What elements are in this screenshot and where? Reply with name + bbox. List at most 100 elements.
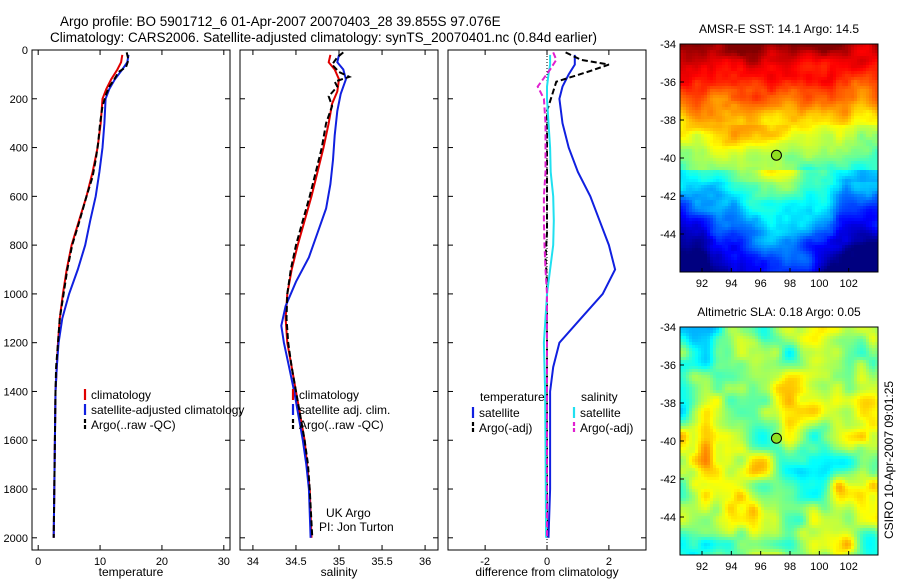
- sst-heatmap-cell: [725, 164, 729, 168]
- sst-heatmap-cell: [758, 101, 762, 105]
- sst-heatmap-cell: [737, 173, 741, 177]
- sst-heatmap-cell: [716, 176, 720, 180]
- sst-heatmap-cell: [836, 254, 840, 258]
- sst-heatmap-cell: [857, 71, 861, 75]
- sst-heatmap-cell: [779, 104, 783, 108]
- sst-heatmap-cell: [764, 104, 768, 108]
- sst-heatmap-cell: [779, 59, 783, 63]
- sst-heatmap-cell: [863, 173, 867, 177]
- sst-heatmap-cell: [851, 98, 855, 102]
- sst-heatmap-cell: [812, 257, 816, 261]
- sst-heatmap-cell: [761, 176, 765, 180]
- sst-heatmap-cell: [749, 140, 753, 144]
- sst-heatmap-cell: [698, 227, 702, 231]
- sst-heatmap-cell: [779, 245, 783, 249]
- sst-heatmap-cell: [821, 188, 825, 192]
- sst-heatmap-cell: [704, 197, 708, 201]
- sst-heatmap-cell: [749, 101, 753, 105]
- sst-heatmap-cell: [737, 71, 741, 75]
- sst-heatmap-cell: [707, 47, 711, 51]
- sst-heatmap-cell: [731, 62, 735, 66]
- sst-heatmap-cell: [827, 134, 831, 138]
- sst-heatmap-cell: [731, 152, 735, 156]
- sst-heatmap-cell: [839, 77, 843, 81]
- sst-heatmap-cell: [836, 236, 840, 240]
- sst-heatmap-cell: [860, 188, 864, 192]
- sst-heatmap-cell: [767, 140, 771, 144]
- sst-heatmap-cell: [689, 173, 693, 177]
- sst-heatmap-cell: [758, 251, 762, 255]
- sst-heatmap-cell: [779, 206, 783, 210]
- sst-heatmap-cell: [695, 44, 699, 48]
- sst-heatmap-cell: [686, 101, 690, 105]
- sst-heatmap-cell: [704, 209, 708, 213]
- sst-heatmap-cell: [839, 83, 843, 87]
- sst-heatmap-cell: [836, 251, 840, 255]
- sst-heatmap-cell: [770, 164, 774, 168]
- sst-heatmap-cell: [695, 182, 699, 186]
- sst-heatmap-cell: [803, 236, 807, 240]
- sst-heatmap-cell: [686, 215, 690, 219]
- sst-heatmap-cell: [806, 98, 810, 102]
- sst-heatmap-cell: [842, 68, 846, 72]
- sst-heatmap-cell: [719, 179, 723, 183]
- sst-heatmap-cell: [779, 197, 783, 201]
- sst-heatmap-cell: [770, 56, 774, 60]
- sst-heatmap-cell: [749, 194, 753, 198]
- sst-heatmap-cell: [827, 179, 831, 183]
- sst-heatmap-cell: [698, 47, 702, 51]
- sst-heatmap-cell: [839, 95, 843, 99]
- sst-heatmap-cell: [713, 206, 717, 210]
- sst-heatmap-cell: [743, 140, 747, 144]
- sst-heatmap-cell: [797, 212, 801, 216]
- sst-heatmap-cell: [761, 107, 765, 111]
- sst-heatmap-cell: [728, 107, 732, 111]
- sst-heatmap-cell: [839, 122, 843, 126]
- sst-heatmap-cell: [824, 140, 828, 144]
- sst-heatmap-cell: [773, 71, 777, 75]
- sst-heatmap-cell: [749, 221, 753, 225]
- sst-heatmap-cell: [746, 254, 750, 258]
- sst-heatmap-cell: [824, 218, 828, 222]
- sst-heatmap-cell: [689, 122, 693, 126]
- sst-heatmap-cell: [716, 65, 720, 69]
- sst-heatmap-cell: [704, 83, 708, 87]
- sst-heatmap-cell: [707, 260, 711, 264]
- sst-heatmap-cell: [731, 218, 735, 222]
- sst-heatmap-cell: [782, 188, 786, 192]
- sst-heatmap-cell: [830, 248, 834, 252]
- sst-heatmap-cell: [860, 254, 864, 258]
- sst-heatmap-cell: [716, 83, 720, 87]
- sst-heatmap-cell: [722, 89, 726, 93]
- sst-heatmap-cell: [770, 245, 774, 249]
- sst-heatmap-cell: [680, 170, 684, 174]
- sst-heatmap-cell: [791, 236, 795, 240]
- sst-heatmap-cell: [761, 230, 765, 234]
- sst-heatmap-cell: [827, 116, 831, 120]
- sst-heatmap-cell: [683, 191, 687, 195]
- sst-heatmap-cell: [734, 80, 738, 84]
- sst-heatmap-cell: [845, 65, 849, 69]
- sst-heatmap-cell: [707, 173, 711, 177]
- sst-heatmap-cell: [869, 179, 873, 183]
- sst-heatmap-cell: [764, 206, 768, 210]
- sst-heatmap-cell: [752, 98, 756, 102]
- sst-heatmap-cell: [803, 86, 807, 90]
- sst-heatmap-cell: [740, 179, 744, 183]
- sst-heatmap-cell: [773, 101, 777, 105]
- sst-heatmap-cell: [830, 242, 834, 246]
- sst-heatmap-cell: [704, 122, 708, 126]
- sst-heatmap-cell: [713, 209, 717, 213]
- sst-heatmap-cell: [686, 86, 690, 90]
- sst-heatmap-cell: [761, 260, 765, 264]
- sst-heatmap-cell: [875, 254, 879, 258]
- sst-heatmap-cell: [791, 122, 795, 126]
- sst-heatmap-cell: [821, 83, 825, 87]
- salinity-xtick-label: 34.5: [285, 556, 306, 568]
- sst-heatmap-cell: [779, 215, 783, 219]
- sst-heatmap-cell: [854, 227, 858, 231]
- sst-heatmap-cell: [770, 134, 774, 138]
- sst-heatmap-cell: [767, 173, 771, 177]
- sst-heatmap-cell: [767, 212, 771, 216]
- sst-heatmap-cell: [830, 59, 834, 63]
